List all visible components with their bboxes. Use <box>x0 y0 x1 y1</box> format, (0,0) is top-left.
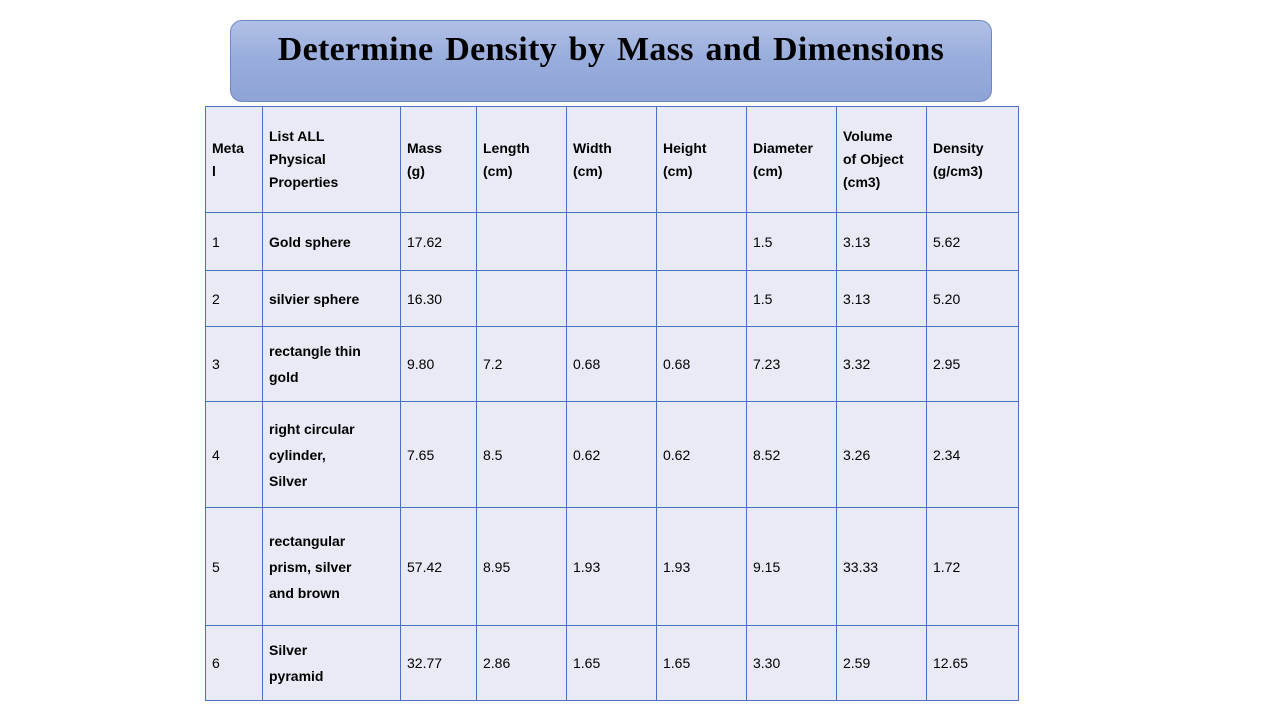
cell-diameter: 3.30 <box>746 625 837 701</box>
table-row: 5 rectangular prism, silver and brown 57.42 8… <box>205 507 1019 626</box>
cell-length <box>476 270 567 327</box>
cell-metal: 1 <box>205 212 263 271</box>
column-header-diameter: Diameter (cm) <box>746 106 837 213</box>
cell-height <box>656 270 747 327</box>
column-header-physical-properties: List ALL Physical Properties <box>262 106 401 213</box>
cell-length: 2.86 <box>476 625 567 701</box>
title-banner: Determine Density by Mass and Dimensions <box>230 20 992 102</box>
cell-metal: 5 <box>205 507 263 626</box>
cell-width: 0.62 <box>566 401 657 508</box>
cell-diameter: 8.52 <box>746 401 837 508</box>
column-header-metal: Meta l <box>205 106 263 213</box>
cell-height <box>656 212 747 271</box>
cell-mass: 17.62 <box>400 212 477 271</box>
density-table: Meta l List ALL Physical Properties Mass (g) Le… <box>205 106 1019 701</box>
cell-metal: 2 <box>205 270 263 327</box>
cell-mass: 32.77 <box>400 625 477 701</box>
cell-height: 0.68 <box>656 326 747 402</box>
cell-physical-properties: silvier sphere <box>262 270 401 327</box>
cell-volume: 3.13 <box>836 270 927 327</box>
column-header-density: Density (g/cm3) <box>926 106 1019 213</box>
cell-mass: 9.80 <box>400 326 477 402</box>
cell-mass: 57.42 <box>400 507 477 626</box>
cell-width <box>566 270 657 327</box>
cell-height: 1.65 <box>656 625 747 701</box>
table-row: 2 silvier sphere 16.30 1.5 3.13 5.20 <box>205 270 1019 327</box>
page-title: Determine Density by Mass and Dimensions <box>277 31 945 68</box>
cell-width: 1.65 <box>566 625 657 701</box>
cell-physical-properties: rectangular prism, silver and brown <box>262 507 401 626</box>
cell-physical-properties: Gold sphere <box>262 212 401 271</box>
cell-diameter: 1.5 <box>746 212 837 271</box>
table-row: 3 rectangle thin gold 9.80 7.2 0.68 0.68 7.23 3.… <box>205 326 1019 402</box>
cell-volume: 3.26 <box>836 401 927 508</box>
cell-volume: 33.33 <box>836 507 927 626</box>
cell-metal: 3 <box>205 326 263 402</box>
cell-mass: 16.30 <box>400 270 477 327</box>
table-row: 6 Silver pyramid 32.77 2.86 1.65 1.65 3.30 2.59 1… <box>205 625 1019 701</box>
cell-diameter: 1.5 <box>746 270 837 327</box>
column-header-height: Height (cm) <box>656 106 747 213</box>
cell-metal: 6 <box>205 625 263 701</box>
cell-physical-properties: rectangle thin gold <box>262 326 401 402</box>
column-header-mass: Mass (g) <box>400 106 477 213</box>
cell-length <box>476 212 567 271</box>
cell-height: 1.93 <box>656 507 747 626</box>
cell-diameter: 9.15 <box>746 507 837 626</box>
cell-length: 7.2 <box>476 326 567 402</box>
cell-density: 5.20 <box>926 270 1019 327</box>
cell-density: 5.62 <box>926 212 1019 271</box>
cell-density: 2.95 <box>926 326 1019 402</box>
cell-length: 8.5 <box>476 401 567 508</box>
cell-height: 0.62 <box>656 401 747 508</box>
column-header-width: Width (cm) <box>566 106 657 213</box>
cell-metal: 4 <box>205 401 263 508</box>
cell-width: 1.93 <box>566 507 657 626</box>
column-header-volume: Volume of Object (cm3) <box>836 106 927 213</box>
column-header-length: Length (cm) <box>476 106 567 213</box>
cell-density: 2.34 <box>926 401 1019 508</box>
cell-physical-properties: Silver pyramid <box>262 625 401 701</box>
table-row: 1 Gold sphere 17.62 1.5 3.13 5.62 <box>205 212 1019 271</box>
cell-width: 0.68 <box>566 326 657 402</box>
cell-volume: 3.13 <box>836 212 927 271</box>
cell-mass: 7.65 <box>400 401 477 508</box>
table-row: 4 right circular cylinder, Silver 7.65 8.5 0.6… <box>205 401 1019 508</box>
cell-length: 8.95 <box>476 507 567 626</box>
cell-diameter: 7.23 <box>746 326 837 402</box>
cell-density: 1.72 <box>926 507 1019 626</box>
cell-volume: 2.59 <box>836 625 927 701</box>
cell-width <box>566 212 657 271</box>
table-header-row: Meta l List ALL Physical Properties Mass (g) Le… <box>205 106 1019 213</box>
cell-physical-properties: right circular cylinder, Silver <box>262 401 401 508</box>
cell-volume: 3.32 <box>836 326 927 402</box>
cell-density: 12.65 <box>926 625 1019 701</box>
